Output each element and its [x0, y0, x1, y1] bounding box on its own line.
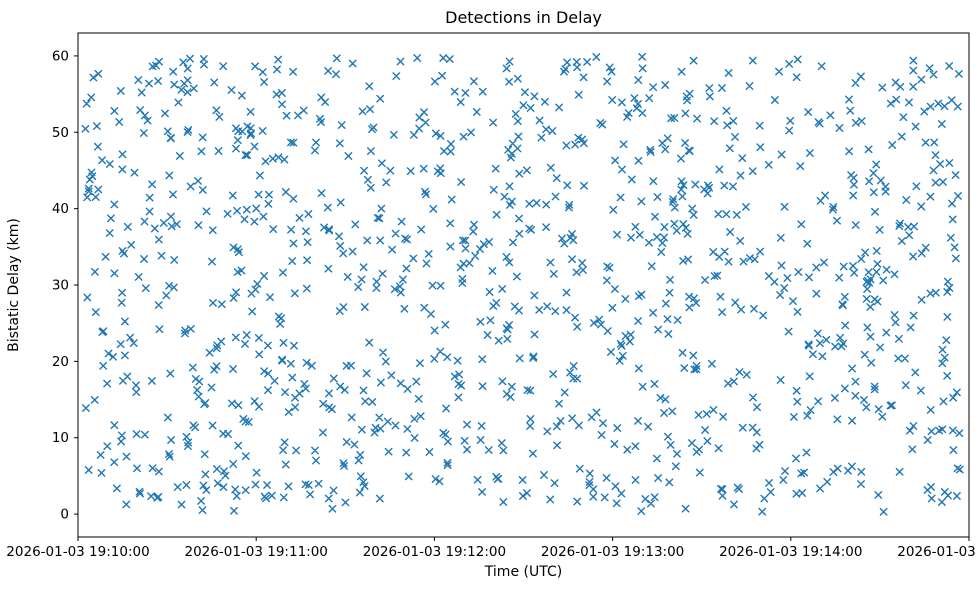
- y-tick-label: 40: [52, 201, 69, 217]
- y-tick-label: 50: [52, 125, 69, 141]
- plot-frame: [77, 32, 970, 538]
- y-tick-label: 10: [52, 430, 69, 446]
- scatter-points: [81, 52, 964, 516]
- y-tick-label: 60: [52, 48, 69, 64]
- y-tick-label: 0: [60, 507, 69, 523]
- x-tick-label: 2026-01-03 19:14:00: [719, 544, 862, 560]
- x-tick-label: 2026-01-03 19:15:00: [897, 544, 979, 560]
- chart-title: Detections in Delay: [445, 8, 602, 27]
- y-tick-label: 30: [52, 278, 69, 294]
- y-tick-label: 20: [52, 354, 69, 370]
- y-axis-label: Bistatic Delay (km): [6, 218, 22, 352]
- x-tick-label: 2026-01-03 19:10:00: [6, 544, 149, 560]
- x-tick-label: 2026-01-03 19:12:00: [363, 544, 506, 560]
- axes: 2026-01-03 19:10:00 2026-01-03 19:11:00 20…: [6, 48, 979, 560]
- x-tick-label: 2026-01-03 19:13:00: [541, 544, 684, 560]
- x-tick-label: 2026-01-03 19:11:00: [185, 544, 328, 560]
- x-axis-label: Time (UTC): [484, 564, 563, 580]
